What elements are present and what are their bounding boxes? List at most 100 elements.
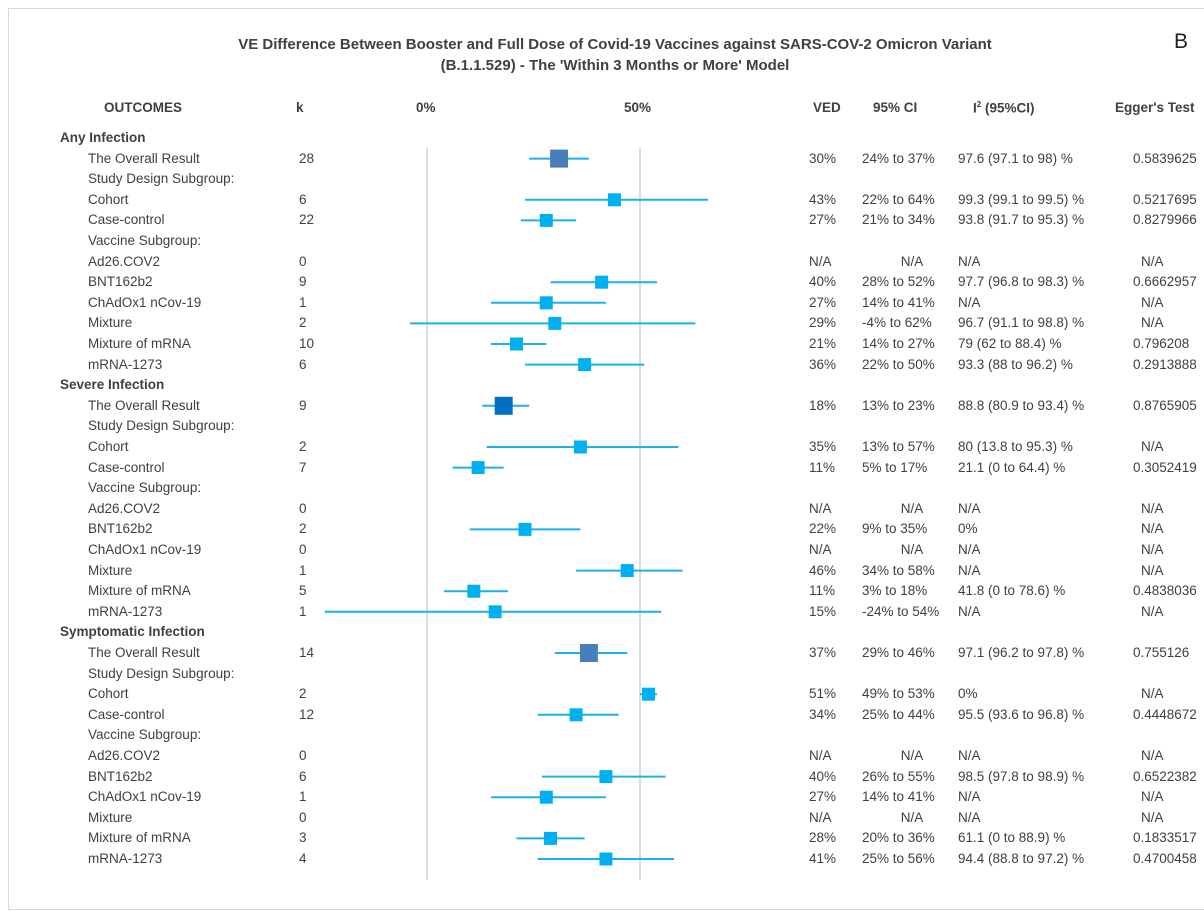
k-value: 6 bbox=[299, 768, 307, 784]
ci-value: N/A bbox=[900, 253, 924, 269]
ci-value: N/A bbox=[900, 500, 924, 516]
k-value: 1 bbox=[299, 789, 307, 805]
outcome-label: The Overall Result bbox=[88, 150, 200, 166]
ved-value: N/A bbox=[809, 253, 832, 269]
ci-value: 25% to 56% bbox=[862, 851, 935, 866]
i2-value: N/A bbox=[958, 789, 981, 805]
i2-value: 95.5 (93.6 to 96.8) % bbox=[958, 706, 1085, 722]
i2-value: 21.1 (0 to 64.4) % bbox=[958, 459, 1066, 475]
estimate-marker bbox=[544, 831, 558, 845]
ved-value: 40% bbox=[809, 274, 837, 290]
outcome-label: Case-control bbox=[88, 459, 165, 475]
i2-value: N/A bbox=[958, 294, 981, 310]
outcome-label: Mixture of mRNA bbox=[88, 336, 191, 351]
k-value: 5 bbox=[299, 583, 307, 599]
ci-value: N/A bbox=[900, 542, 924, 557]
ci-value: N/A bbox=[900, 748, 924, 763]
egger-value: N/A bbox=[1141, 521, 1164, 537]
estimate-marker bbox=[607, 193, 621, 207]
subgroup-heading: Vaccine Subgroup: bbox=[88, 233, 202, 248]
i2-value: 79 (62 to 88.4) % bbox=[958, 336, 1062, 351]
ved-value: N/A bbox=[809, 748, 832, 763]
header-ci: 95% CI bbox=[873, 100, 918, 115]
egger-value: 0.2913888 bbox=[1133, 356, 1197, 372]
i2-value: N/A bbox=[958, 500, 981, 516]
ci-value: 14% to 41% bbox=[862, 294, 935, 310]
i2-value: 97.6 (97.1 to 98) % bbox=[958, 150, 1073, 166]
ved-value: 21% bbox=[809, 336, 837, 351]
header-ved: VED bbox=[813, 100, 841, 115]
i2-value: 97.1 (96.2 to 97.8) % bbox=[958, 645, 1085, 660]
egger-value: 0.4838036 bbox=[1133, 583, 1197, 599]
outcome-label: ChAdOx1 nCov-19 bbox=[88, 542, 202, 557]
egger-value: N/A bbox=[1141, 562, 1164, 578]
ci-value: 14% to 41% bbox=[862, 789, 935, 805]
egger-value: 0.3052419 bbox=[1133, 459, 1197, 475]
outcome-label: Cohort bbox=[88, 439, 129, 454]
estimate-marker bbox=[539, 296, 553, 310]
outcome-label: BNT162b2 bbox=[88, 521, 153, 537]
k-value: 2 bbox=[299, 521, 307, 537]
ved-value: 43% bbox=[809, 191, 837, 207]
ved-value: 36% bbox=[809, 356, 837, 372]
k-value: 1 bbox=[299, 562, 307, 578]
overall-estimate-marker bbox=[579, 644, 598, 662]
outcome-label: ChAdOx1 nCov-19 bbox=[88, 789, 202, 805]
subgroup-heading: Study Design Subgroup: bbox=[88, 418, 235, 434]
subgroup-heading: Vaccine Subgroup: bbox=[88, 727, 202, 743]
egger-value: N/A bbox=[1141, 603, 1164, 619]
ci-value: 29% to 46% bbox=[862, 645, 935, 660]
outcome-label: Mixture bbox=[88, 809, 133, 825]
k-value: 3 bbox=[299, 830, 307, 846]
ci-value: 14% to 27% bbox=[862, 336, 935, 351]
group-heading: Any Infection bbox=[60, 130, 146, 145]
i2-value: N/A bbox=[958, 603, 981, 619]
egger-value: N/A bbox=[1141, 439, 1164, 454]
egger-value: 0.8765905 bbox=[1133, 397, 1197, 413]
i2-value: N/A bbox=[958, 253, 981, 269]
ci-value: N/A bbox=[900, 809, 924, 825]
egger-value: N/A bbox=[1141, 253, 1164, 269]
i2-value: 88.8 (80.9 to 93.4) % bbox=[958, 397, 1085, 413]
k-value: 0 bbox=[299, 253, 307, 269]
i2-value: 0% bbox=[958, 686, 978, 702]
i2-value: 41.8 (0 to 78.6) % bbox=[958, 583, 1066, 599]
egger-value: 0.5217695 bbox=[1133, 191, 1197, 207]
chart-frame bbox=[8, 8, 1204, 910]
egger-value: 0.755126 bbox=[1133, 645, 1190, 660]
estimate-marker bbox=[578, 358, 592, 372]
egger-value: 0.796208 bbox=[1133, 336, 1190, 351]
egger-value: N/A bbox=[1141, 294, 1164, 310]
ved-value: 51% bbox=[809, 686, 837, 702]
estimate-marker bbox=[471, 461, 485, 475]
ved-value: 27% bbox=[809, 294, 837, 310]
ci-value: 9% to 35% bbox=[862, 521, 928, 537]
estimate-marker bbox=[467, 584, 481, 598]
k-value: 0 bbox=[299, 748, 307, 763]
i2-value: 93.8 (91.7 to 95.3) % bbox=[958, 212, 1085, 228]
overall-estimate-marker bbox=[494, 396, 513, 415]
ci-value: 20% to 36% bbox=[862, 830, 935, 846]
ci-value: -24% to 54% bbox=[862, 603, 940, 619]
egger-value: N/A bbox=[1141, 809, 1164, 825]
estimate-marker bbox=[518, 522, 532, 536]
egger-value: 0.5839625 bbox=[1133, 150, 1197, 166]
header-i2-sup: 2 bbox=[976, 100, 982, 109]
subgroup-heading: Study Design Subgroup: bbox=[88, 171, 235, 187]
egger-value: 0.4700458 bbox=[1133, 851, 1197, 866]
outcome-label: The Overall Result bbox=[88, 397, 200, 413]
header-i2: I2 (95%CI) bbox=[973, 100, 1034, 116]
ci-value: 22% to 50% bbox=[862, 356, 935, 372]
ci-value: 5% to 17% bbox=[862, 459, 928, 475]
ved-value: 22% bbox=[809, 521, 837, 537]
k-value: 7 bbox=[299, 459, 307, 475]
i2-value: 61.1 (0 to 88.9) % bbox=[958, 830, 1066, 846]
outcome-label: Mixture of mRNA bbox=[88, 830, 191, 846]
header-tick-0: 0% bbox=[416, 100, 436, 115]
ci-value: 49% to 53% bbox=[862, 686, 935, 702]
outcome-label: mRNA-1273 bbox=[88, 603, 163, 619]
k-value: 9 bbox=[299, 397, 307, 413]
outcome-label: mRNA-1273 bbox=[88, 356, 163, 372]
ci-value: 21% to 34% bbox=[862, 212, 935, 228]
